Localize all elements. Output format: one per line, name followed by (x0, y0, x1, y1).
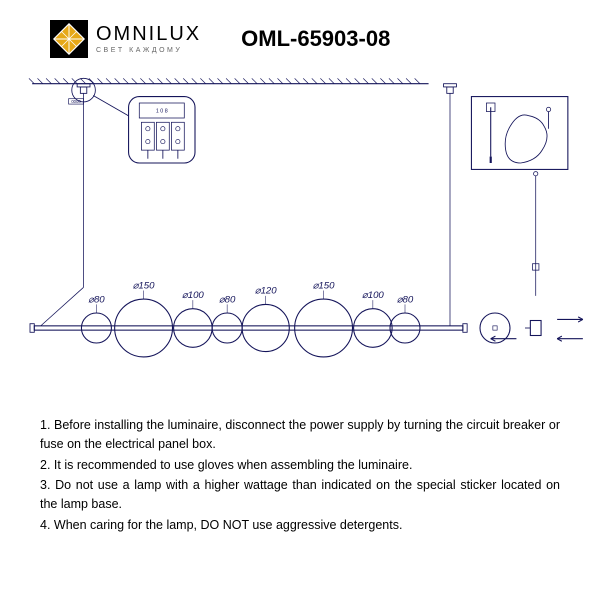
instruction-line: 4. When caring for the lamp, DO NOT use … (40, 516, 560, 535)
brand-prefix: OMNI (96, 23, 156, 45)
svg-text:⌀80: ⌀80 (397, 294, 414, 305)
logo-icon (50, 20, 88, 58)
svg-text:⌀80: ⌀80 (219, 294, 236, 305)
model-number: OML-65903-08 (241, 26, 390, 52)
svg-text:⌀120: ⌀120 (255, 286, 278, 297)
diagram-svg: 00001 0 8⌀80⌀150⌀100⌀80⌀120⌀150⌀100⌀80 (0, 68, 600, 408)
svg-text:⌀80: ⌀80 (88, 294, 105, 305)
instruction-line: 2. It is recommended to use gloves when … (40, 456, 560, 475)
instructions: 1. Before installing the luminaire, disc… (0, 408, 600, 557)
tagline: СВЕТ КАЖДОМУ (96, 47, 201, 54)
instruction-line: 3. Do not use a lamp with a higher watta… (40, 476, 560, 514)
svg-text:⌀150: ⌀150 (313, 280, 336, 291)
logo: OMNILUX СВЕТ КАЖДОМУ (50, 20, 201, 58)
brand-name: OMNILUX (96, 24, 201, 44)
svg-text:⌀100: ⌀100 (362, 290, 385, 301)
svg-text:1 0 8: 1 0 8 (156, 109, 168, 115)
logo-text: OMNILUX СВЕТ КАЖДОМУ (96, 24, 201, 54)
brand-suffix: LUX (156, 23, 201, 45)
svg-text:⌀150: ⌀150 (133, 280, 156, 291)
svg-text:⌀100: ⌀100 (182, 290, 205, 301)
instruction-line: 1. Before installing the luminaire, disc… (40, 416, 560, 454)
diagram: 00001 0 8⌀80⌀150⌀100⌀80⌀120⌀150⌀100⌀80 (0, 68, 600, 408)
header: OMNILUX СВЕТ КАЖДОМУ OML-65903-08 (0, 0, 600, 68)
